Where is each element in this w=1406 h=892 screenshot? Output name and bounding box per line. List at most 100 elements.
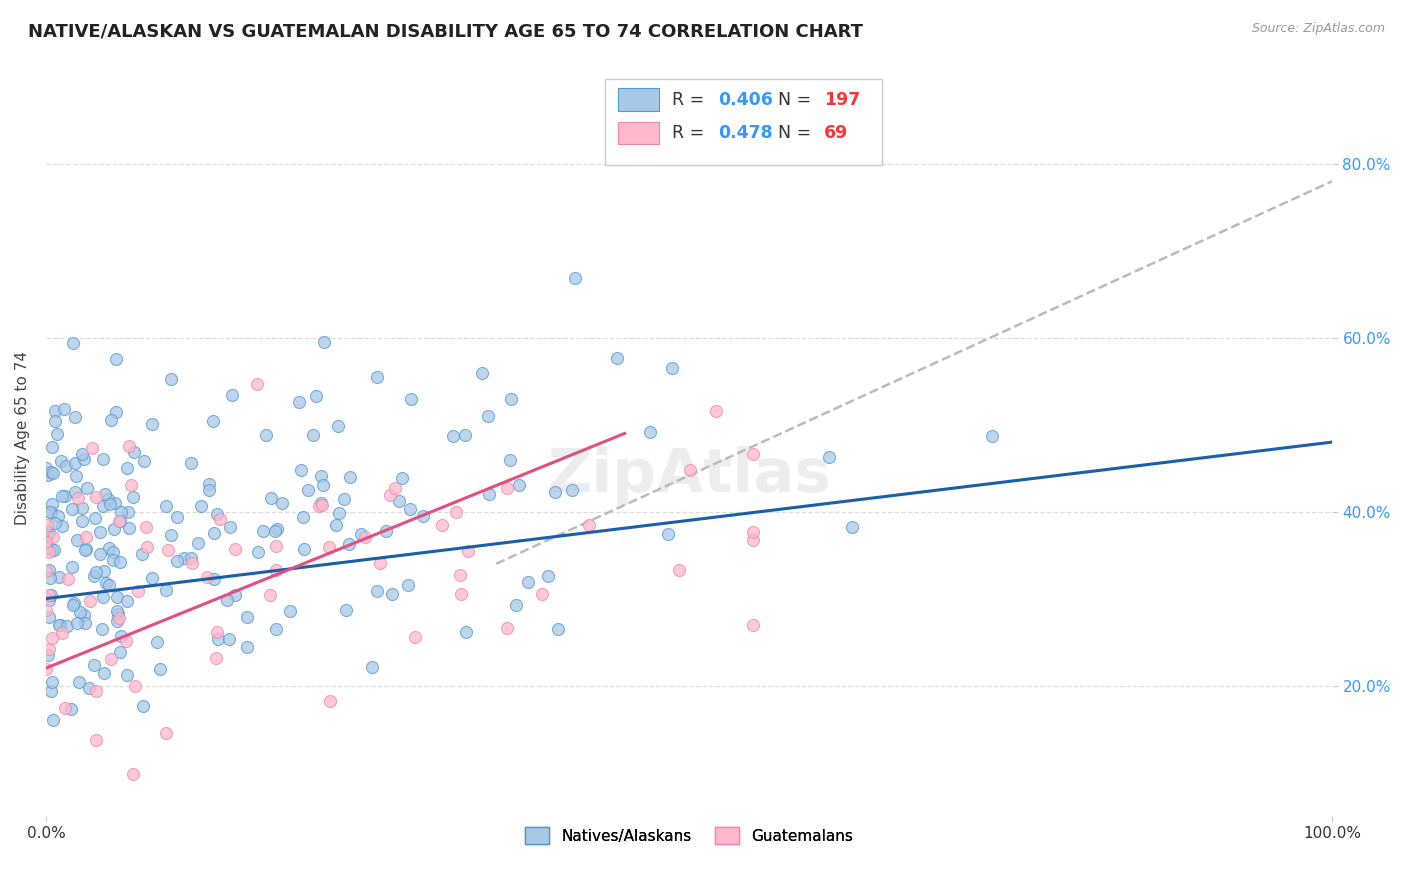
Point <box>84 733 107 747</box>
Point <box>537 568 560 582</box>
Point <box>67 674 90 689</box>
Point <box>661 361 683 376</box>
Point <box>49 454 72 468</box>
Point <box>378 488 401 502</box>
Point <box>366 370 388 384</box>
Point <box>742 525 765 540</box>
Point <box>360 659 382 673</box>
Point <box>100 651 122 665</box>
Point <box>55 489 77 503</box>
Point <box>308 500 330 514</box>
Point <box>704 404 727 418</box>
Text: R =: R = <box>672 91 710 109</box>
Point <box>404 630 426 644</box>
Point <box>100 497 122 511</box>
Point <box>160 372 183 386</box>
Point <box>224 541 246 556</box>
Point <box>60 502 83 516</box>
Point <box>35 662 58 676</box>
Point <box>38 642 60 657</box>
Point <box>141 571 163 585</box>
Point <box>41 632 63 646</box>
Point <box>115 594 138 608</box>
Point <box>180 550 202 565</box>
Text: 69: 69 <box>824 124 848 142</box>
Point <box>325 518 347 533</box>
Point <box>55 619 77 633</box>
Point <box>110 628 132 642</box>
Point <box>134 453 156 467</box>
Point <box>180 456 202 470</box>
Point <box>89 547 111 561</box>
Point <box>215 592 238 607</box>
Point <box>328 419 350 434</box>
Point <box>254 428 277 442</box>
Point <box>335 603 357 617</box>
Point <box>396 578 419 592</box>
Point <box>205 650 228 665</box>
Point <box>290 463 312 477</box>
Point <box>135 520 157 534</box>
Point <box>51 626 73 640</box>
FancyBboxPatch shape <box>619 121 659 145</box>
Point <box>471 366 494 380</box>
Point <box>60 560 83 574</box>
Point <box>38 593 60 607</box>
Point <box>305 389 328 403</box>
Point <box>118 439 141 453</box>
Point <box>84 566 107 580</box>
Point <box>44 516 66 530</box>
Point <box>818 450 841 464</box>
Point <box>118 521 141 535</box>
Point <box>332 491 354 506</box>
Point <box>107 610 129 624</box>
Point <box>259 588 281 602</box>
Point <box>204 572 226 586</box>
Point <box>38 563 60 577</box>
Point <box>55 458 77 473</box>
Point <box>236 640 259 654</box>
Point <box>449 567 471 582</box>
Point <box>381 587 404 601</box>
Point <box>105 352 128 367</box>
Point <box>181 556 204 570</box>
Point <box>65 409 87 424</box>
Point <box>93 666 115 681</box>
Point <box>59 701 82 715</box>
FancyBboxPatch shape <box>606 78 882 166</box>
Point <box>264 524 287 538</box>
Point <box>38 610 60 624</box>
Point <box>110 505 132 519</box>
Point <box>218 632 240 647</box>
Point <box>135 540 157 554</box>
Point <box>122 445 145 459</box>
Text: NATIVE/ALASKAN VS GUATEMALAN DISABILITY AGE 65 TO 74 CORRELATION CHART: NATIVE/ALASKAN VS GUATEMALAN DISABILITY … <box>28 22 863 40</box>
Point <box>41 674 63 689</box>
Point <box>108 645 131 659</box>
Point <box>37 648 59 663</box>
Point <box>56 572 79 586</box>
Point <box>266 522 288 536</box>
Point <box>63 457 86 471</box>
Point <box>37 518 59 533</box>
Point <box>105 591 128 605</box>
Point <box>391 471 413 485</box>
Point <box>44 414 66 428</box>
Point <box>311 478 333 492</box>
Point <box>145 634 167 648</box>
Point <box>517 574 540 589</box>
Point <box>108 555 131 569</box>
Point <box>742 533 765 547</box>
Point <box>101 545 124 559</box>
Point <box>93 499 115 513</box>
Point <box>107 514 129 528</box>
Point <box>499 452 522 467</box>
Point <box>187 536 209 550</box>
Point <box>73 607 96 622</box>
Point <box>477 409 499 423</box>
Point <box>679 463 702 477</box>
Text: 0.406: 0.406 <box>718 91 773 109</box>
Point <box>264 539 287 553</box>
Point <box>202 525 225 540</box>
Point <box>70 514 93 528</box>
